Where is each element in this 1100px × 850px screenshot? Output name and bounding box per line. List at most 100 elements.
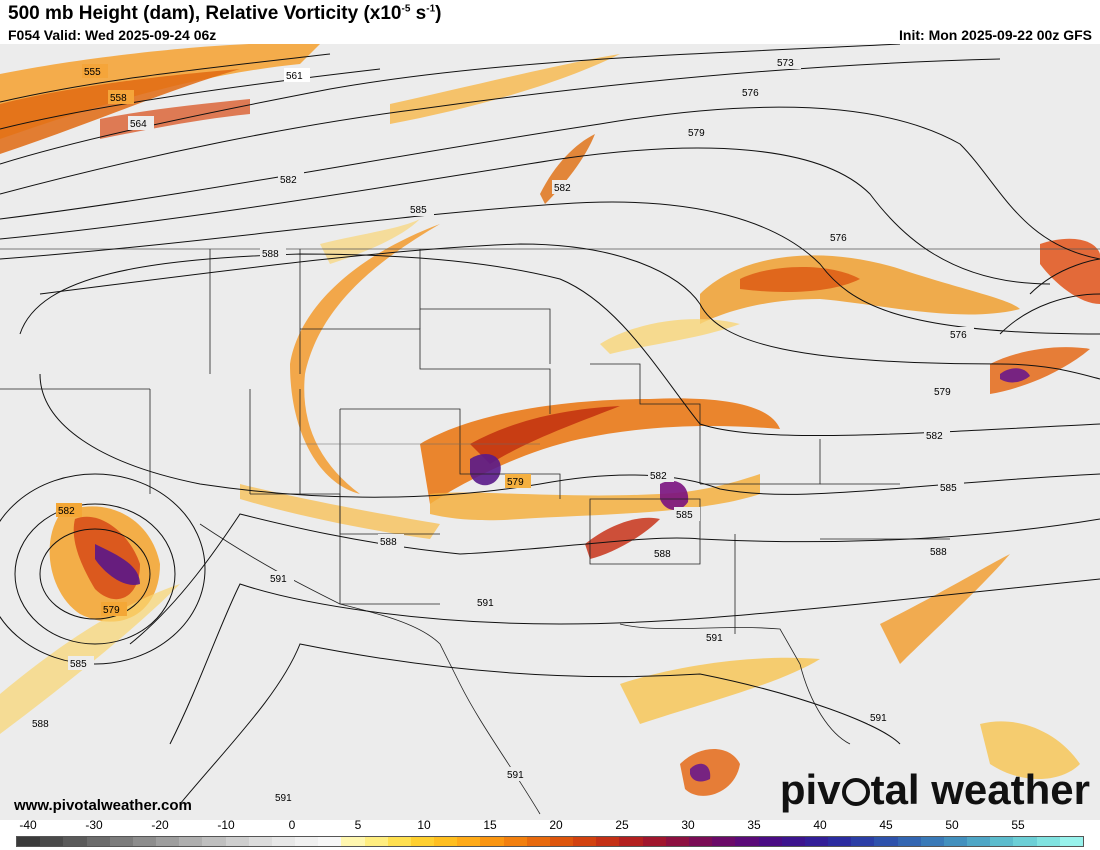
colorbar-swatch (63, 837, 87, 846)
colorbar-swatch (410, 837, 435, 846)
colorbar-swatch (1036, 837, 1060, 846)
globe-icon (841, 778, 870, 806)
colorbar-tick: 15 (483, 818, 497, 832)
contour-label: 588 (32, 719, 49, 730)
colorbar-swatch (40, 837, 64, 846)
colorbar-swatch (549, 837, 574, 846)
brand-logo: piv tal weather (780, 766, 1090, 814)
colorbar-swatch (225, 837, 249, 846)
vorticity-shading (0, 44, 1100, 796)
colorbar-tick: 10 (417, 818, 431, 832)
colorbar-swatch (573, 837, 597, 846)
title-exponent: -5 (401, 3, 411, 15)
colorbar-labels: -40 -30 -20 -10 0 5 10 15 20 25 30 35 40 45 50 55 (16, 818, 1084, 834)
website-url[interactable]: www.pivotalweather.com (14, 797, 192, 814)
colorbar-swatch (943, 837, 968, 846)
colorbar-swatch (503, 837, 527, 846)
contour-label: 591 (270, 574, 287, 585)
contour-label: 576 (742, 88, 759, 99)
contour-label: 582 (926, 431, 943, 442)
colorbar-swatch (1013, 837, 1037, 846)
map-title: 500 mb Height (dam), Relative Vorticity … (8, 3, 442, 25)
colorbar-swatch (990, 837, 1014, 846)
contour-label: 573 (777, 58, 794, 69)
brand-text-2: tal weather (870, 766, 1090, 813)
forecast-map[interactable]: 555 558 561 564 573 576 576 576 579 579 … (0, 44, 1100, 820)
colorbar-tick: -10 (217, 818, 235, 832)
colorbar-swatch (526, 837, 550, 846)
title-text: 500 mb Height (dam), Relative Vorticity … (8, 3, 402, 24)
contour-label: 591 (706, 633, 723, 644)
contour-label: 588 (380, 537, 397, 548)
brand-text-1: piv (779, 766, 841, 813)
colorbar-swatch (665, 837, 689, 846)
colorbar-swatch (897, 837, 921, 846)
colorbar-tick: 35 (747, 818, 761, 832)
colorbar (16, 836, 1084, 847)
colorbar-swatch (86, 837, 110, 846)
colorbar-tick: 40 (813, 818, 827, 832)
colorbar-swatch (387, 837, 411, 846)
contour-label: 588 (262, 249, 279, 260)
contour-label: 582 (58, 506, 75, 517)
colorbar-tick: -30 (85, 818, 103, 832)
contour-label: 564 (130, 119, 147, 130)
colorbar-swatch (920, 837, 944, 846)
contour-label: 555 (84, 67, 101, 78)
contour-label: 585 (676, 510, 693, 521)
contour-label: 591 (477, 598, 494, 609)
contour-label: 585 (410, 205, 427, 216)
colorbar-swatch (109, 837, 133, 846)
valid-time: F054 Valid: Wed 2025-09-24 06z (8, 27, 217, 43)
colorbar-swatch (434, 837, 458, 846)
init-time: Init: Mon 2025-09-22 00z GFS (899, 27, 1092, 43)
colorbar-swatch (179, 837, 203, 846)
colorbar-swatch (619, 837, 643, 846)
contour-label: 579 (688, 128, 705, 139)
contour-label: 591 (275, 793, 292, 804)
colorbar-tick: 0 (288, 818, 296, 832)
colorbar-swatch (642, 837, 666, 846)
contour-label: 582 (554, 183, 571, 194)
colorbar-swatch (480, 837, 504, 846)
contour-label: 591 (870, 713, 887, 724)
height-contours (0, 44, 1100, 805)
colorbar-tick: 5 (354, 818, 362, 832)
contour-label: 579 (507, 477, 524, 488)
colorbar-swatch (596, 837, 620, 846)
colorbar-swatch (967, 837, 991, 846)
colorbar-swatch (271, 837, 296, 846)
map-header: 500 mb Height (dam), Relative Vorticity … (0, 0, 1100, 44)
colorbar-swatch (688, 837, 713, 846)
colorbar-tick: -40 (19, 818, 37, 832)
colorbar-swatch (341, 837, 365, 846)
colorbar-swatch (295, 837, 319, 846)
colorbar-swatch (804, 837, 829, 846)
contour-label: 576 (830, 233, 847, 244)
contour-labels: 555 558 561 564 573 576 576 576 579 579 … (30, 55, 974, 804)
colorbar-tick: 20 (549, 818, 563, 832)
colorbar-swatch (828, 837, 852, 846)
contour-label: 588 (930, 547, 947, 558)
map-canvas: 555 558 561 564 573 576 576 576 579 579 … (0, 44, 1100, 815)
colorbar-tick: 30 (681, 818, 695, 832)
colorbar-swatch (202, 837, 226, 846)
contour-label: 585 (940, 483, 957, 494)
contour-label: 591 (507, 770, 524, 781)
political-borders (0, 248, 1100, 815)
colorbar-swatch (712, 837, 736, 846)
colorbar-swatch (1059, 837, 1083, 846)
contour-label: 582 (650, 471, 667, 482)
colorbar-swatch (17, 837, 41, 846)
colorbar-tick: -20 (151, 818, 169, 832)
colorbar-swatch (248, 837, 272, 846)
title-unit: s (410, 3, 427, 24)
contour-label: 561 (286, 71, 303, 82)
contour-label: 585 (70, 659, 87, 670)
colorbar-swatch (318, 837, 342, 846)
contour-label: 576 (950, 330, 967, 341)
colorbar-tick: 50 (945, 818, 959, 832)
contour-label: 579 (103, 605, 120, 616)
colorbar-swatch (132, 837, 157, 846)
colorbar-swatch (781, 837, 805, 846)
